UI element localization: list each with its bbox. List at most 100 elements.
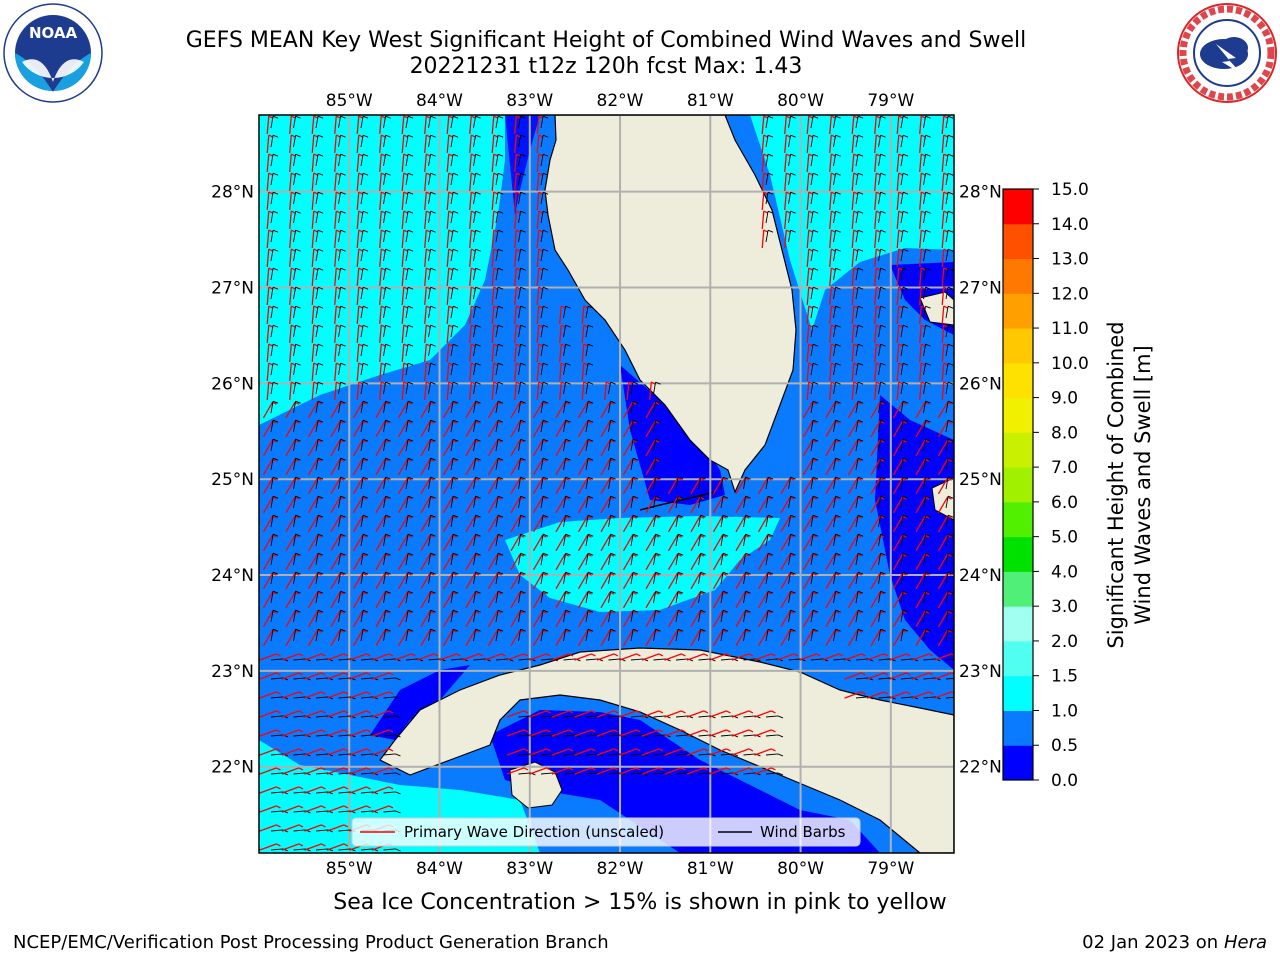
wind-barb-flag xyxy=(790,134,796,138)
wave-arrow xyxy=(510,439,521,457)
wave-arrow-head xyxy=(538,267,544,271)
wind-barb xyxy=(765,135,769,148)
wave-arrow xyxy=(334,248,337,268)
wind-barb xyxy=(315,829,328,832)
wave-arrow xyxy=(469,115,472,135)
wave-arrow xyxy=(874,115,877,135)
wave-arrow xyxy=(874,191,877,211)
wind-barb xyxy=(495,553,499,566)
wave-arrow xyxy=(304,672,322,680)
wave-arrow xyxy=(626,381,630,401)
wind-barb-flag xyxy=(362,229,369,233)
wave-arrow-head xyxy=(546,653,551,657)
wave-arrow xyxy=(356,248,360,268)
wave-arrow xyxy=(622,515,634,533)
wave-arrow xyxy=(731,748,750,756)
wind-barb-flag xyxy=(340,115,346,119)
wave-arrow-head xyxy=(943,210,949,214)
wind-barb xyxy=(810,230,814,243)
wind-barb xyxy=(900,439,904,452)
wind-barb xyxy=(360,591,364,604)
wave-arrow xyxy=(259,824,277,832)
wave-arrow xyxy=(442,553,454,571)
wind-barb-flag xyxy=(880,210,886,214)
wave-arrow-head xyxy=(808,248,814,252)
wind-barb xyxy=(833,382,837,395)
wind-barb xyxy=(833,420,837,433)
wave-arrow xyxy=(326,653,345,661)
wind-barb xyxy=(923,306,927,319)
wave-arrow xyxy=(667,591,679,609)
wind-barb-flag xyxy=(812,305,819,309)
wave-arrow-head xyxy=(448,343,454,347)
wave-arrow xyxy=(334,115,337,135)
wave-arrow xyxy=(915,496,926,514)
wind-barb xyxy=(338,458,342,471)
wind-barb-flag xyxy=(497,210,504,214)
wind-barb xyxy=(383,696,396,699)
wind-barb-flag xyxy=(857,362,864,366)
wind-barb-flag xyxy=(430,115,436,119)
wave-arrow xyxy=(311,172,315,192)
wind-barb-flag xyxy=(767,229,774,233)
wind-barb xyxy=(608,591,612,604)
wind-barb xyxy=(923,363,927,376)
wave-arrow xyxy=(892,401,904,419)
wind-barb-flag xyxy=(902,115,909,119)
wind-barb xyxy=(855,154,859,167)
wave-arrow xyxy=(847,458,859,476)
wind-barb-flag xyxy=(610,457,616,461)
wind-barb-flag xyxy=(812,419,819,423)
wind-barb-flag xyxy=(295,134,301,138)
wave-arrow-head xyxy=(335,210,341,214)
wind-barb-flag xyxy=(430,438,436,442)
wave-arrow-head xyxy=(830,362,836,366)
wind-barb-flag xyxy=(385,533,391,537)
wave-arrow xyxy=(937,477,949,495)
wave-arrow xyxy=(281,786,300,794)
chart-subtitle: 20221231 t12z 120h fcst Max: 1.43 xyxy=(409,54,803,79)
wind-barb xyxy=(833,211,837,224)
wave-arrow xyxy=(330,591,341,609)
wave-arrow xyxy=(829,115,832,135)
wave-arrow xyxy=(735,553,746,571)
wave-arrow xyxy=(851,172,855,192)
wind-barb-flag xyxy=(272,267,279,271)
wind-barb-flag xyxy=(542,305,549,309)
wave-arrow-head xyxy=(268,248,274,252)
wave-arrow xyxy=(281,767,300,775)
wave-arrow xyxy=(829,343,832,363)
wind-barb xyxy=(675,534,679,547)
wind-barb xyxy=(495,658,508,661)
colorbar-segment xyxy=(1003,293,1033,329)
wave-arrow-head xyxy=(321,691,326,695)
wave-arrow xyxy=(266,305,270,325)
wind-barb-flag xyxy=(610,381,616,385)
wind-barb xyxy=(428,610,432,623)
wind-barb xyxy=(270,534,274,547)
wave-arrow xyxy=(761,153,765,173)
wave-arrow-head xyxy=(276,748,281,752)
wind-barb-flag xyxy=(812,400,819,404)
wind-barb xyxy=(495,629,499,642)
wind-barb xyxy=(608,753,621,756)
wind-barb xyxy=(293,211,297,224)
wave-arrow xyxy=(311,267,315,287)
wave-arrow xyxy=(919,248,922,268)
wind-barb-flag xyxy=(587,324,594,328)
wind-barb xyxy=(270,477,274,490)
wind-barb xyxy=(810,154,814,167)
wind-barb xyxy=(765,572,769,585)
wave-arrow xyxy=(735,534,746,552)
wind-barb-flag xyxy=(340,343,346,347)
wind-barb xyxy=(360,810,373,813)
wind-barb-flag xyxy=(362,495,369,499)
wave-arrow xyxy=(469,305,472,325)
wave-arrow xyxy=(491,115,495,135)
wave-arrow xyxy=(844,691,862,699)
wind-barb-flag xyxy=(857,628,864,632)
wind-barb-flag xyxy=(947,324,954,328)
wave-arrow xyxy=(829,210,832,230)
wind-barb xyxy=(765,477,769,490)
wave-arrow xyxy=(514,362,517,382)
